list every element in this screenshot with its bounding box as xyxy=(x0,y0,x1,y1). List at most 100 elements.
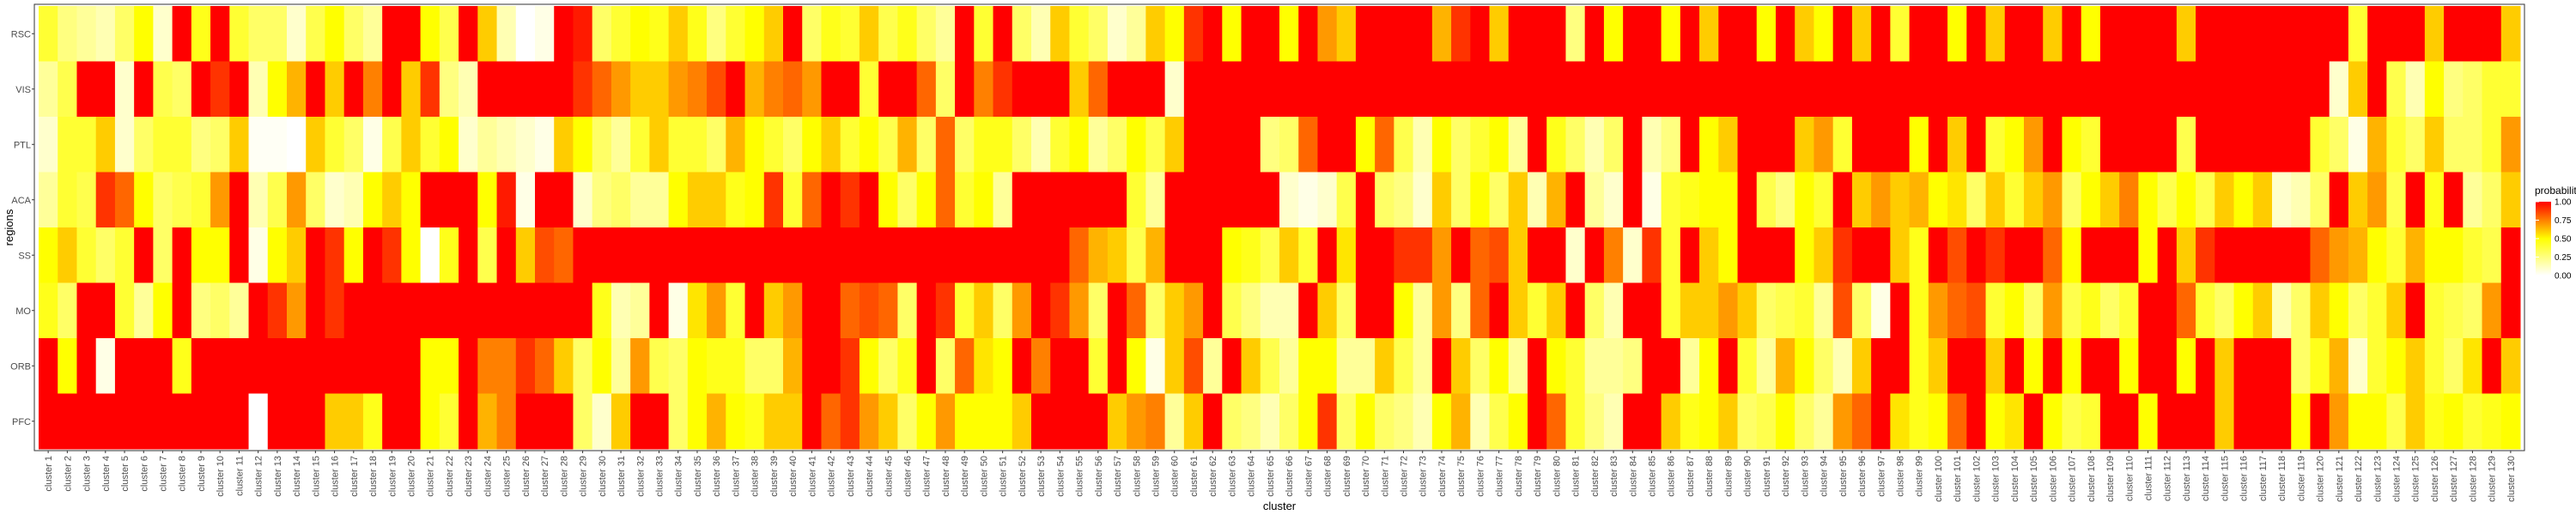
heatmap-cell xyxy=(1050,117,1070,173)
x-tick-label: cluster 92 xyxy=(1781,456,1791,497)
x-tick-label: cluster 17 xyxy=(349,456,360,497)
heatmap-cell xyxy=(726,338,746,394)
heatmap-cell xyxy=(2444,282,2464,339)
heatmap-cell xyxy=(2405,6,2426,62)
heatmap-cell xyxy=(1661,172,1681,228)
heatmap-cell xyxy=(439,172,459,228)
heatmap-cell xyxy=(2196,227,2215,283)
heatmap-cell xyxy=(554,338,574,394)
heatmap-cell xyxy=(1336,282,1357,339)
heatmap-cell xyxy=(1050,172,1070,228)
heatmap-cell xyxy=(2215,338,2235,394)
heatmap-cell xyxy=(2004,6,2025,62)
heatmap-cell xyxy=(1909,6,1929,62)
heatmap-cell xyxy=(2215,393,2235,450)
heatmap-cell xyxy=(573,6,593,62)
heatmap-cell xyxy=(1470,338,1491,394)
heatmap-cell xyxy=(2176,227,2196,283)
heatmap-cell xyxy=(76,117,97,173)
heatmap-cell xyxy=(878,61,898,118)
heatmap-cell xyxy=(1546,227,1566,283)
heatmap-cell xyxy=(1431,117,1452,173)
heatmap-cell xyxy=(916,227,937,283)
x-tick-label: cluster 19 xyxy=(387,456,398,497)
heatmap-cell xyxy=(687,227,708,283)
heatmap-cell xyxy=(95,227,116,283)
heatmap-cell xyxy=(1985,227,2006,283)
heatmap-cell xyxy=(1565,117,1586,173)
heatmap-cell xyxy=(58,172,77,228)
heatmap-cell xyxy=(287,393,307,450)
heatmap-cell xyxy=(955,227,975,283)
x-tick-label: cluster 107 xyxy=(2068,456,2078,502)
heatmap-cell xyxy=(382,393,402,450)
heatmap-cell xyxy=(2386,282,2407,339)
heatmap-cell xyxy=(153,393,173,450)
x-tick-label: cluster 58 xyxy=(1132,456,1142,497)
heatmap-cell xyxy=(2024,6,2044,62)
heatmap-cell xyxy=(459,338,478,394)
heatmap-cell xyxy=(1279,6,1299,62)
heatmap-cell xyxy=(2405,282,2426,339)
heatmap-cell xyxy=(2252,393,2273,450)
heatmap-cell xyxy=(515,393,536,450)
heatmap-cell xyxy=(1145,338,1166,394)
heatmap-cell xyxy=(1890,61,1911,118)
heatmap-cell xyxy=(1470,227,1491,283)
heatmap-cell xyxy=(248,117,269,173)
heatmap-cell xyxy=(2310,6,2330,62)
heatmap-cell xyxy=(783,6,803,62)
heatmap-cell xyxy=(287,338,307,394)
x-tick-label: cluster 32 xyxy=(635,456,646,497)
heatmap-cell xyxy=(382,6,402,62)
heatmap-cell xyxy=(1756,338,1777,394)
heatmap-cell xyxy=(343,393,364,450)
legend-tick-label: 0.00 xyxy=(2555,272,2572,282)
heatmap-cell xyxy=(955,6,975,62)
heatmap-cell xyxy=(2196,61,2215,118)
heatmap-cell xyxy=(2233,282,2254,339)
y-tick-label: PTL xyxy=(14,140,31,150)
heatmap-cell xyxy=(1336,393,1357,450)
heatmap-cell xyxy=(1127,227,1146,283)
heatmap-cell xyxy=(649,338,670,394)
x-tick-label: cluster 44 xyxy=(865,456,875,497)
heatmap-cell xyxy=(554,393,574,450)
heatmap-cell xyxy=(1832,282,1853,339)
heatmap-cell xyxy=(1012,282,1032,339)
x-tick-label: cluster 3 xyxy=(82,456,93,492)
heatmap-cell xyxy=(459,117,478,173)
heatmap-cell xyxy=(1832,393,1853,450)
heatmap-cell xyxy=(1069,338,1090,394)
heatmap-cells xyxy=(39,6,2521,450)
heatmap-cell xyxy=(592,61,612,118)
heatmap-cell xyxy=(1241,282,1261,339)
heatmap-cell xyxy=(477,117,498,173)
heatmap-cell xyxy=(687,338,708,394)
heatmap-cell xyxy=(1832,172,1853,228)
heatmap-cell xyxy=(1431,282,1452,339)
heatmap-cell xyxy=(306,117,325,173)
heatmap-cell xyxy=(2500,393,2521,450)
heatmap-cell xyxy=(2099,117,2120,173)
heatmap-cell xyxy=(1317,282,1338,339)
heatmap-cell xyxy=(2500,61,2521,118)
heatmap-cell xyxy=(1985,172,2006,228)
heatmap-cell xyxy=(726,6,746,62)
heatmap-cell xyxy=(1355,338,1376,394)
heatmap-cell xyxy=(1489,6,1510,62)
heatmap-cell xyxy=(459,172,478,228)
heatmap-cell xyxy=(39,393,58,450)
heatmap-cell xyxy=(955,117,975,173)
heatmap-cell xyxy=(726,117,746,173)
heatmap-cell xyxy=(2024,117,2044,173)
heatmap-cell xyxy=(821,227,841,283)
heatmap-cell xyxy=(554,61,574,118)
heatmap-cell xyxy=(2463,282,2483,339)
heatmap-cell xyxy=(1107,393,1127,450)
heatmap-cell xyxy=(1795,6,1814,62)
heatmap-cell xyxy=(1851,117,1872,173)
heatmap-cell xyxy=(76,227,97,283)
heatmap-cell xyxy=(496,282,517,339)
